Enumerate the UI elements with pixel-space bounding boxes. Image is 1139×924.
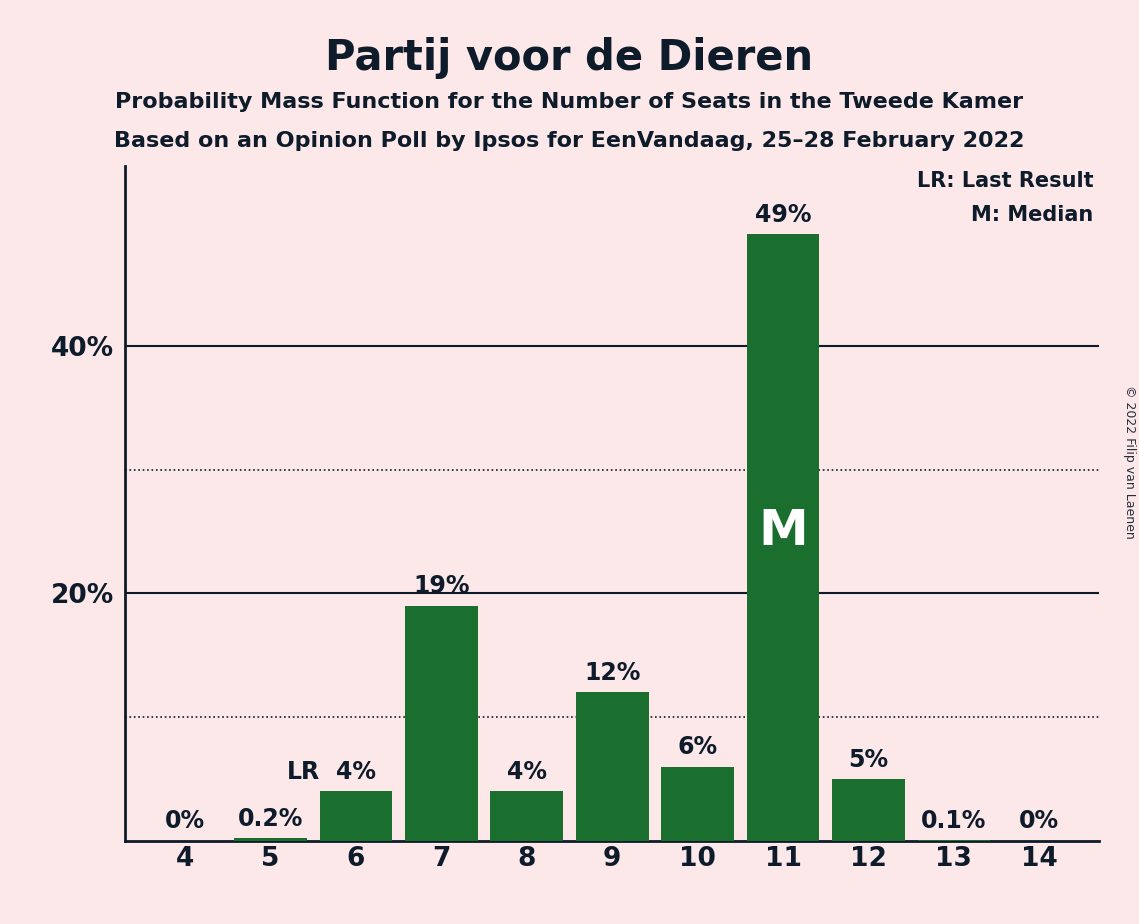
Text: M: Median: M: Median	[972, 205, 1093, 225]
Bar	[405, 606, 477, 841]
Text: 4%: 4%	[336, 760, 376, 784]
Text: Based on an Opinion Poll by Ipsos for EenVandaag, 25–28 February 2022: Based on an Opinion Poll by Ipsos for Ee…	[114, 131, 1025, 152]
Bar	[491, 791, 563, 841]
Text: 12%: 12%	[584, 661, 640, 685]
Bar	[747, 235, 819, 841]
Text: LR: LR	[287, 760, 320, 784]
Text: Partij voor de Dieren: Partij voor de Dieren	[326, 37, 813, 79]
Text: Probability Mass Function for the Number of Seats in the Tweede Kamer: Probability Mass Function for the Number…	[115, 92, 1024, 113]
Bar	[235, 838, 306, 841]
Bar	[576, 692, 648, 841]
Bar	[320, 791, 392, 841]
Bar	[918, 840, 990, 841]
Text: 5%: 5%	[849, 748, 888, 772]
Text: M: M	[759, 507, 808, 555]
Text: LR: Last Result: LR: Last Result	[917, 171, 1093, 191]
Bar	[833, 779, 904, 841]
Text: 6%: 6%	[678, 736, 718, 760]
Text: © 2022 Filip van Laenen: © 2022 Filip van Laenen	[1123, 385, 1136, 539]
Text: 49%: 49%	[755, 203, 811, 227]
Text: 0%: 0%	[165, 809, 205, 833]
Text: 19%: 19%	[413, 574, 469, 598]
Text: 4%: 4%	[507, 760, 547, 784]
Text: 0.2%: 0.2%	[238, 807, 303, 831]
Text: 0%: 0%	[1019, 809, 1059, 833]
Text: 0.1%: 0.1%	[921, 809, 986, 833]
Bar	[662, 767, 734, 841]
